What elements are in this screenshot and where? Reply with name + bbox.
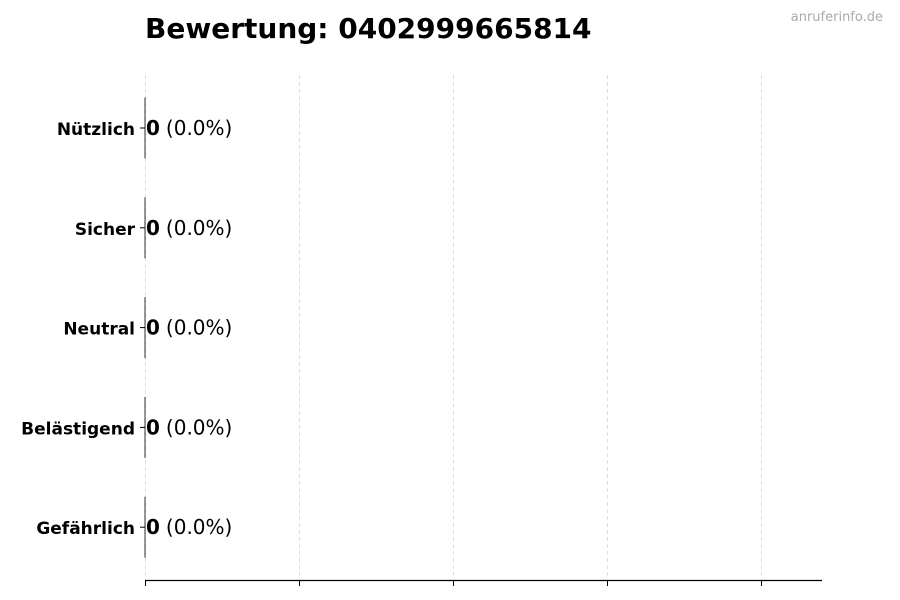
count-label: 0	[146, 216, 160, 240]
data-label: 0 (0.0%)	[146, 515, 232, 539]
percent-label: (0.0%)	[166, 116, 232, 140]
percent-label: (0.0%)	[166, 415, 232, 439]
count-label: 0	[146, 415, 160, 439]
y-tick-label: Sicher	[75, 220, 136, 240]
data-label: 0 (0.0%)	[146, 316, 232, 340]
count-label: 0	[146, 116, 160, 140]
data-label: 0 (0.0%)	[146, 116, 232, 140]
count-label: 0	[146, 515, 160, 539]
y-tick-label: Nützlich	[57, 120, 135, 140]
chart-title: Bewertung: 0402999665814	[145, 12, 592, 45]
percent-label: (0.0%)	[166, 216, 232, 240]
y-tick-label: Belästigend	[21, 419, 135, 439]
data-label: 0 (0.0%)	[146, 415, 232, 439]
percent-label: (0.0%)	[166, 515, 232, 539]
watermark: anruferinfo.de	[790, 10, 883, 25]
data-label: 0 (0.0%)	[146, 216, 232, 240]
y-tick-label: Gefährlich	[36, 519, 135, 539]
y-tick-label: Neutral	[63, 320, 135, 340]
percent-label: (0.0%)	[166, 316, 232, 340]
count-label: 0	[146, 316, 160, 340]
